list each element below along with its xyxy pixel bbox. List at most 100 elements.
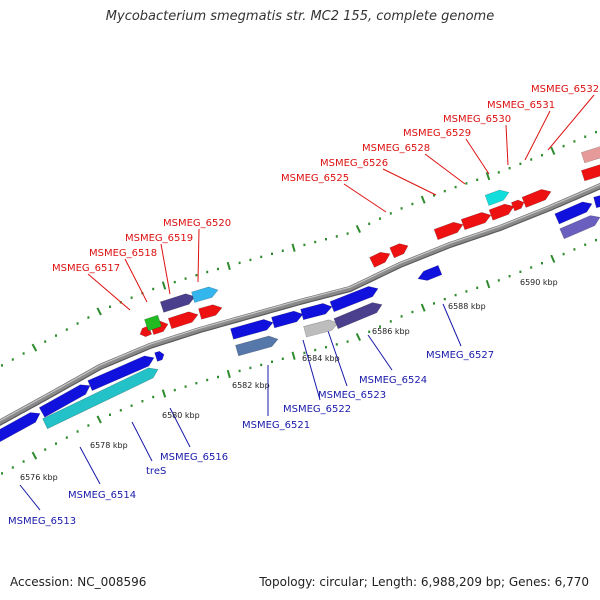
msmeg-6519-feature-b[interactable] xyxy=(159,293,196,313)
leader-line xyxy=(160,243,171,295)
msmeg-6525-feature[interactable] xyxy=(369,251,391,268)
gene-label[interactable]: MSMEG_6524 xyxy=(359,375,427,386)
ruler-dot xyxy=(562,144,565,148)
msmeg-6522-feature[interactable] xyxy=(271,310,304,329)
leader-line xyxy=(505,124,509,166)
ruler-dot xyxy=(130,296,133,299)
leader-line xyxy=(124,258,148,303)
backbone-highlight xyxy=(0,183,600,422)
ruler-dot xyxy=(379,325,381,328)
ruler-dot xyxy=(76,430,79,433)
right-feature-b[interactable] xyxy=(593,193,600,209)
ruler-dot xyxy=(335,343,338,346)
ruler-dot xyxy=(443,189,446,193)
leader-line xyxy=(442,303,462,347)
right-feature-c[interactable] xyxy=(559,215,600,240)
right-feature-d[interactable] xyxy=(580,161,600,182)
ruler-dot xyxy=(584,243,587,246)
ruler-major-tick xyxy=(485,279,491,289)
right-feature-a[interactable] xyxy=(554,201,593,225)
msmeg-6521-feature[interactable] xyxy=(230,319,274,340)
gene-label[interactable]: MSMEG_6521 xyxy=(242,420,310,431)
gene-label[interactable]: MSMEG_6530 xyxy=(443,114,511,125)
gene-label[interactable]: MSMEG_6513 xyxy=(8,516,76,527)
right-feature-e[interactable] xyxy=(580,143,600,164)
gene-label[interactable]: MSMEG_6531 xyxy=(487,100,555,111)
gene-label[interactable]: MSMEG_6522 xyxy=(283,404,351,415)
ruler-major-tick xyxy=(161,389,167,398)
gene-label[interactable]: MSMEG_6517 xyxy=(52,263,120,274)
ruler-major-tick xyxy=(31,343,38,352)
msmeg-6513-feature[interactable] xyxy=(0,412,41,446)
upper-ruler-line xyxy=(1,130,597,367)
msmeg-6530-feature-b[interactable] xyxy=(484,189,510,206)
msmeg-6532-feature[interactable] xyxy=(521,189,552,208)
ruler-dot xyxy=(497,171,500,174)
ruler-dot xyxy=(238,261,241,265)
msmeg-6520-feature-b[interactable] xyxy=(191,286,219,303)
gene-label[interactable]: MSMEG_6518 xyxy=(89,248,157,259)
msmeg-6528-feature[interactable] xyxy=(433,221,464,241)
ruler-dot xyxy=(184,385,187,388)
msmeg-6529-feature[interactable] xyxy=(460,212,492,231)
msmeg-6514-feature-b[interactable] xyxy=(42,367,159,430)
ruler-major-tick xyxy=(550,146,556,155)
ruler-dot xyxy=(55,442,57,445)
ruler-dot xyxy=(325,346,327,349)
msmeg-6526-feature[interactable] xyxy=(389,243,409,259)
ruler-tick-label: 6584 kbp xyxy=(302,354,340,363)
ruler-tick-label: 6580 kbp xyxy=(162,411,200,420)
msmeg-6521-feature-b[interactable] xyxy=(235,335,279,357)
leader-line xyxy=(547,94,595,151)
gene-label[interactable]: MSMEG_6528 xyxy=(362,143,430,154)
ruler-major-tick xyxy=(420,303,426,312)
treS-feature[interactable] xyxy=(87,355,155,391)
msmeg-6514-feature-a[interactable] xyxy=(38,384,91,418)
gene-label[interactable]: MSMEG_6525 xyxy=(281,173,349,184)
msmeg-6516-feature[interactable] xyxy=(154,350,165,362)
ruler-major-tick xyxy=(161,281,167,290)
msmeg-6530-feature[interactable] xyxy=(488,203,515,221)
msmeg-6524-feature-b[interactable] xyxy=(333,302,383,330)
gene-label[interactable]: MSMEG_6516 xyxy=(160,452,228,463)
ruler-dot xyxy=(119,409,122,412)
gene-label[interactable]: MSMEG_6519 xyxy=(125,233,193,244)
ruler-major-tick xyxy=(226,261,231,271)
leader-line xyxy=(382,168,437,196)
msmeg-6519-feature[interactable] xyxy=(167,311,199,330)
ruler-dot xyxy=(400,315,403,318)
gene-label[interactable]: MSMEG_6520 xyxy=(163,218,231,229)
msmeg-6527-feature[interactable] xyxy=(417,265,443,281)
gene-label[interactable]: MSMEG_6526 xyxy=(320,158,388,169)
leader-line xyxy=(524,110,551,161)
ruler-major-tick xyxy=(96,307,102,316)
ruler-dot xyxy=(22,460,25,463)
ruler-tick-label: 6582 kbp xyxy=(232,381,270,390)
gene-label[interactable]: MSMEG_6523 xyxy=(318,390,386,401)
ruler-dot xyxy=(281,249,284,252)
msmeg-6517-box[interactable] xyxy=(144,314,162,332)
ruler-dot xyxy=(260,363,263,367)
ruler-major-tick xyxy=(31,451,38,460)
msmeg-6523-feature-b[interactable] xyxy=(303,319,339,338)
gene-label[interactable]: treS xyxy=(146,466,166,477)
ruler-dot xyxy=(335,235,338,238)
msmeg-6520-feature[interactable] xyxy=(198,304,223,320)
gene-label[interactable]: MSMEG_6514 xyxy=(68,490,136,501)
ruler-dot xyxy=(454,185,457,189)
ruler-dot xyxy=(465,182,468,185)
ruler-dot xyxy=(346,340,349,343)
gene-label[interactable]: MSMEG_6527 xyxy=(426,350,494,361)
msmeg-6524-feature-a[interactable] xyxy=(329,286,379,313)
ruler-dot xyxy=(22,352,25,355)
ruler-dot xyxy=(508,275,511,278)
ruler-dot xyxy=(562,252,565,256)
ruler-dot xyxy=(109,305,111,308)
ruler-dot xyxy=(217,267,219,271)
ruler-dot xyxy=(433,194,435,197)
ruler-dot xyxy=(595,130,597,134)
msmeg-6523-feature-a[interactable] xyxy=(300,303,333,321)
gene-label[interactable]: MSMEG_6532 xyxy=(531,84,599,95)
msmeg-6531-feature[interactable] xyxy=(510,199,525,212)
gene-label[interactable]: MSMEG_6529 xyxy=(403,128,471,139)
